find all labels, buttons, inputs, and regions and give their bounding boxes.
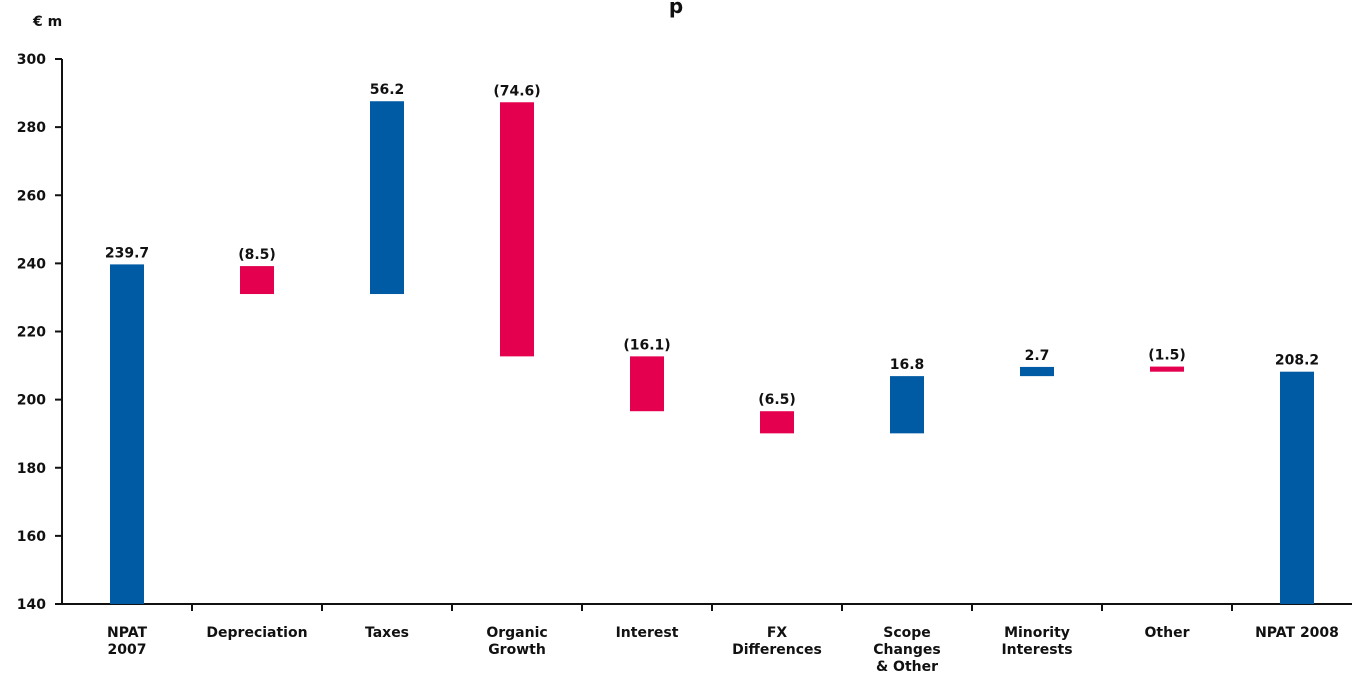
- x-category-label: NPAT 2007: [107, 625, 147, 658]
- x-category-label: Taxes: [365, 625, 409, 641]
- y-tick-label: 180: [17, 461, 46, 477]
- x-category-label: Interest: [616, 625, 679, 641]
- data-label: (8.5): [238, 247, 276, 263]
- x-category-label: Scope Changes & Other: [873, 625, 941, 675]
- x-category-label: Organic Growth: [486, 625, 547, 658]
- data-label: (6.5): [758, 392, 796, 408]
- data-label: 56.2: [370, 82, 405, 98]
- waterfall-bar: [240, 266, 274, 295]
- waterfall-bar: [500, 102, 534, 357]
- data-label: 2.7: [1025, 348, 1050, 364]
- x-category-label: FX Differences: [732, 625, 822, 658]
- y-axis-unit-label: € m: [33, 14, 63, 30]
- waterfall-bar: [890, 376, 924, 434]
- waterfall-bar: [370, 101, 404, 295]
- x-category-label: Other: [1145, 625, 1190, 641]
- data-label: 208.2: [1275, 353, 1319, 369]
- y-tick-label: 140: [17, 597, 46, 613]
- y-tick-label: 280: [17, 120, 46, 136]
- x-category-label: NPAT 2008: [1255, 625, 1339, 641]
- data-label: 16.8: [890, 357, 925, 373]
- y-tick-label: 240: [17, 256, 46, 272]
- waterfall-bar: [1020, 366, 1054, 377]
- data-label: (74.6): [493, 83, 540, 99]
- data-label: (1.5): [1148, 348, 1186, 364]
- x-category-label: Minority Interests: [1001, 625, 1072, 658]
- waterfall-bar: [630, 356, 664, 412]
- y-tick-label: 160: [17, 529, 46, 545]
- y-tick-label: 220: [17, 325, 46, 341]
- x-category-label: Depreciation: [206, 625, 307, 641]
- chart-title: p: [668, 0, 684, 18]
- y-tick-label: 260: [17, 188, 46, 204]
- waterfall-bar: [1280, 371, 1314, 604]
- y-tick-label: 300: [17, 52, 46, 68]
- data-label: (16.1): [623, 337, 670, 353]
- waterfall-bar: [760, 411, 794, 434]
- waterfall-bar: [1150, 366, 1184, 372]
- data-label: 239.7: [105, 245, 149, 261]
- y-tick-label: 200: [17, 393, 46, 409]
- waterfall-bar: [110, 264, 144, 604]
